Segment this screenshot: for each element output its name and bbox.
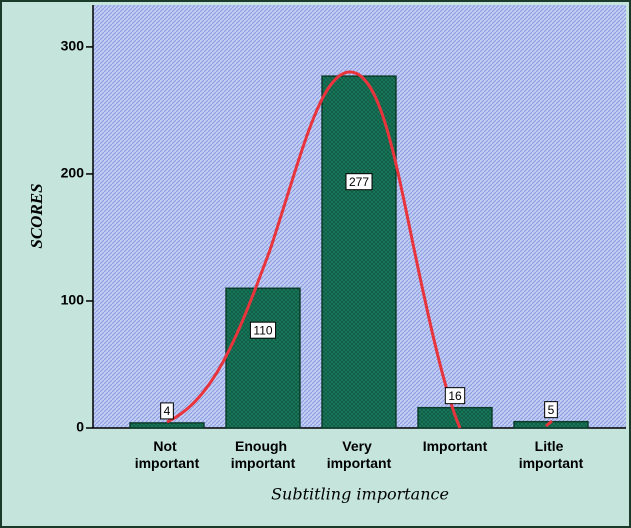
y-tick-label: 100 bbox=[61, 292, 85, 308]
bar bbox=[129, 422, 205, 429]
y-tick-label: 0 bbox=[76, 419, 84, 435]
normal-curve bbox=[545, 419, 553, 428]
value-label: 16 bbox=[444, 387, 466, 405]
bar bbox=[321, 75, 397, 429]
value-label: 110 bbox=[249, 321, 277, 339]
value-label-box bbox=[160, 402, 174, 420]
x-axis-label: Subtitling importance bbox=[271, 485, 449, 504]
value-label-text: 5 bbox=[548, 403, 555, 417]
x-tick-label: Litle important bbox=[519, 438, 584, 471]
y-tick-label: 300 bbox=[61, 38, 85, 54]
x-tick-label: Important bbox=[423, 438, 488, 454]
value-label-box bbox=[249, 321, 277, 339]
value-label: 5 bbox=[544, 401, 558, 419]
value-label-text: 110 bbox=[253, 323, 272, 337]
x-tick-label: Not important bbox=[135, 438, 200, 471]
bar bbox=[225, 287, 301, 429]
y-axis-label: SCORES bbox=[27, 183, 46, 248]
value-label-box bbox=[345, 173, 373, 191]
value-label-text: 277 bbox=[349, 175, 369, 189]
y-tick-label: 200 bbox=[61, 165, 85, 181]
value-label-box bbox=[544, 401, 558, 419]
value-label-text: 16 bbox=[448, 389, 462, 403]
value-label: 277 bbox=[345, 173, 373, 191]
x-tick-label: Enough important bbox=[231, 438, 296, 471]
value-label-text: 4 bbox=[164, 404, 171, 418]
value-label: 4 bbox=[160, 402, 174, 420]
value-label-box bbox=[444, 387, 466, 405]
x-tick-label: Very important bbox=[327, 438, 392, 471]
normal-curve bbox=[166, 70, 462, 429]
